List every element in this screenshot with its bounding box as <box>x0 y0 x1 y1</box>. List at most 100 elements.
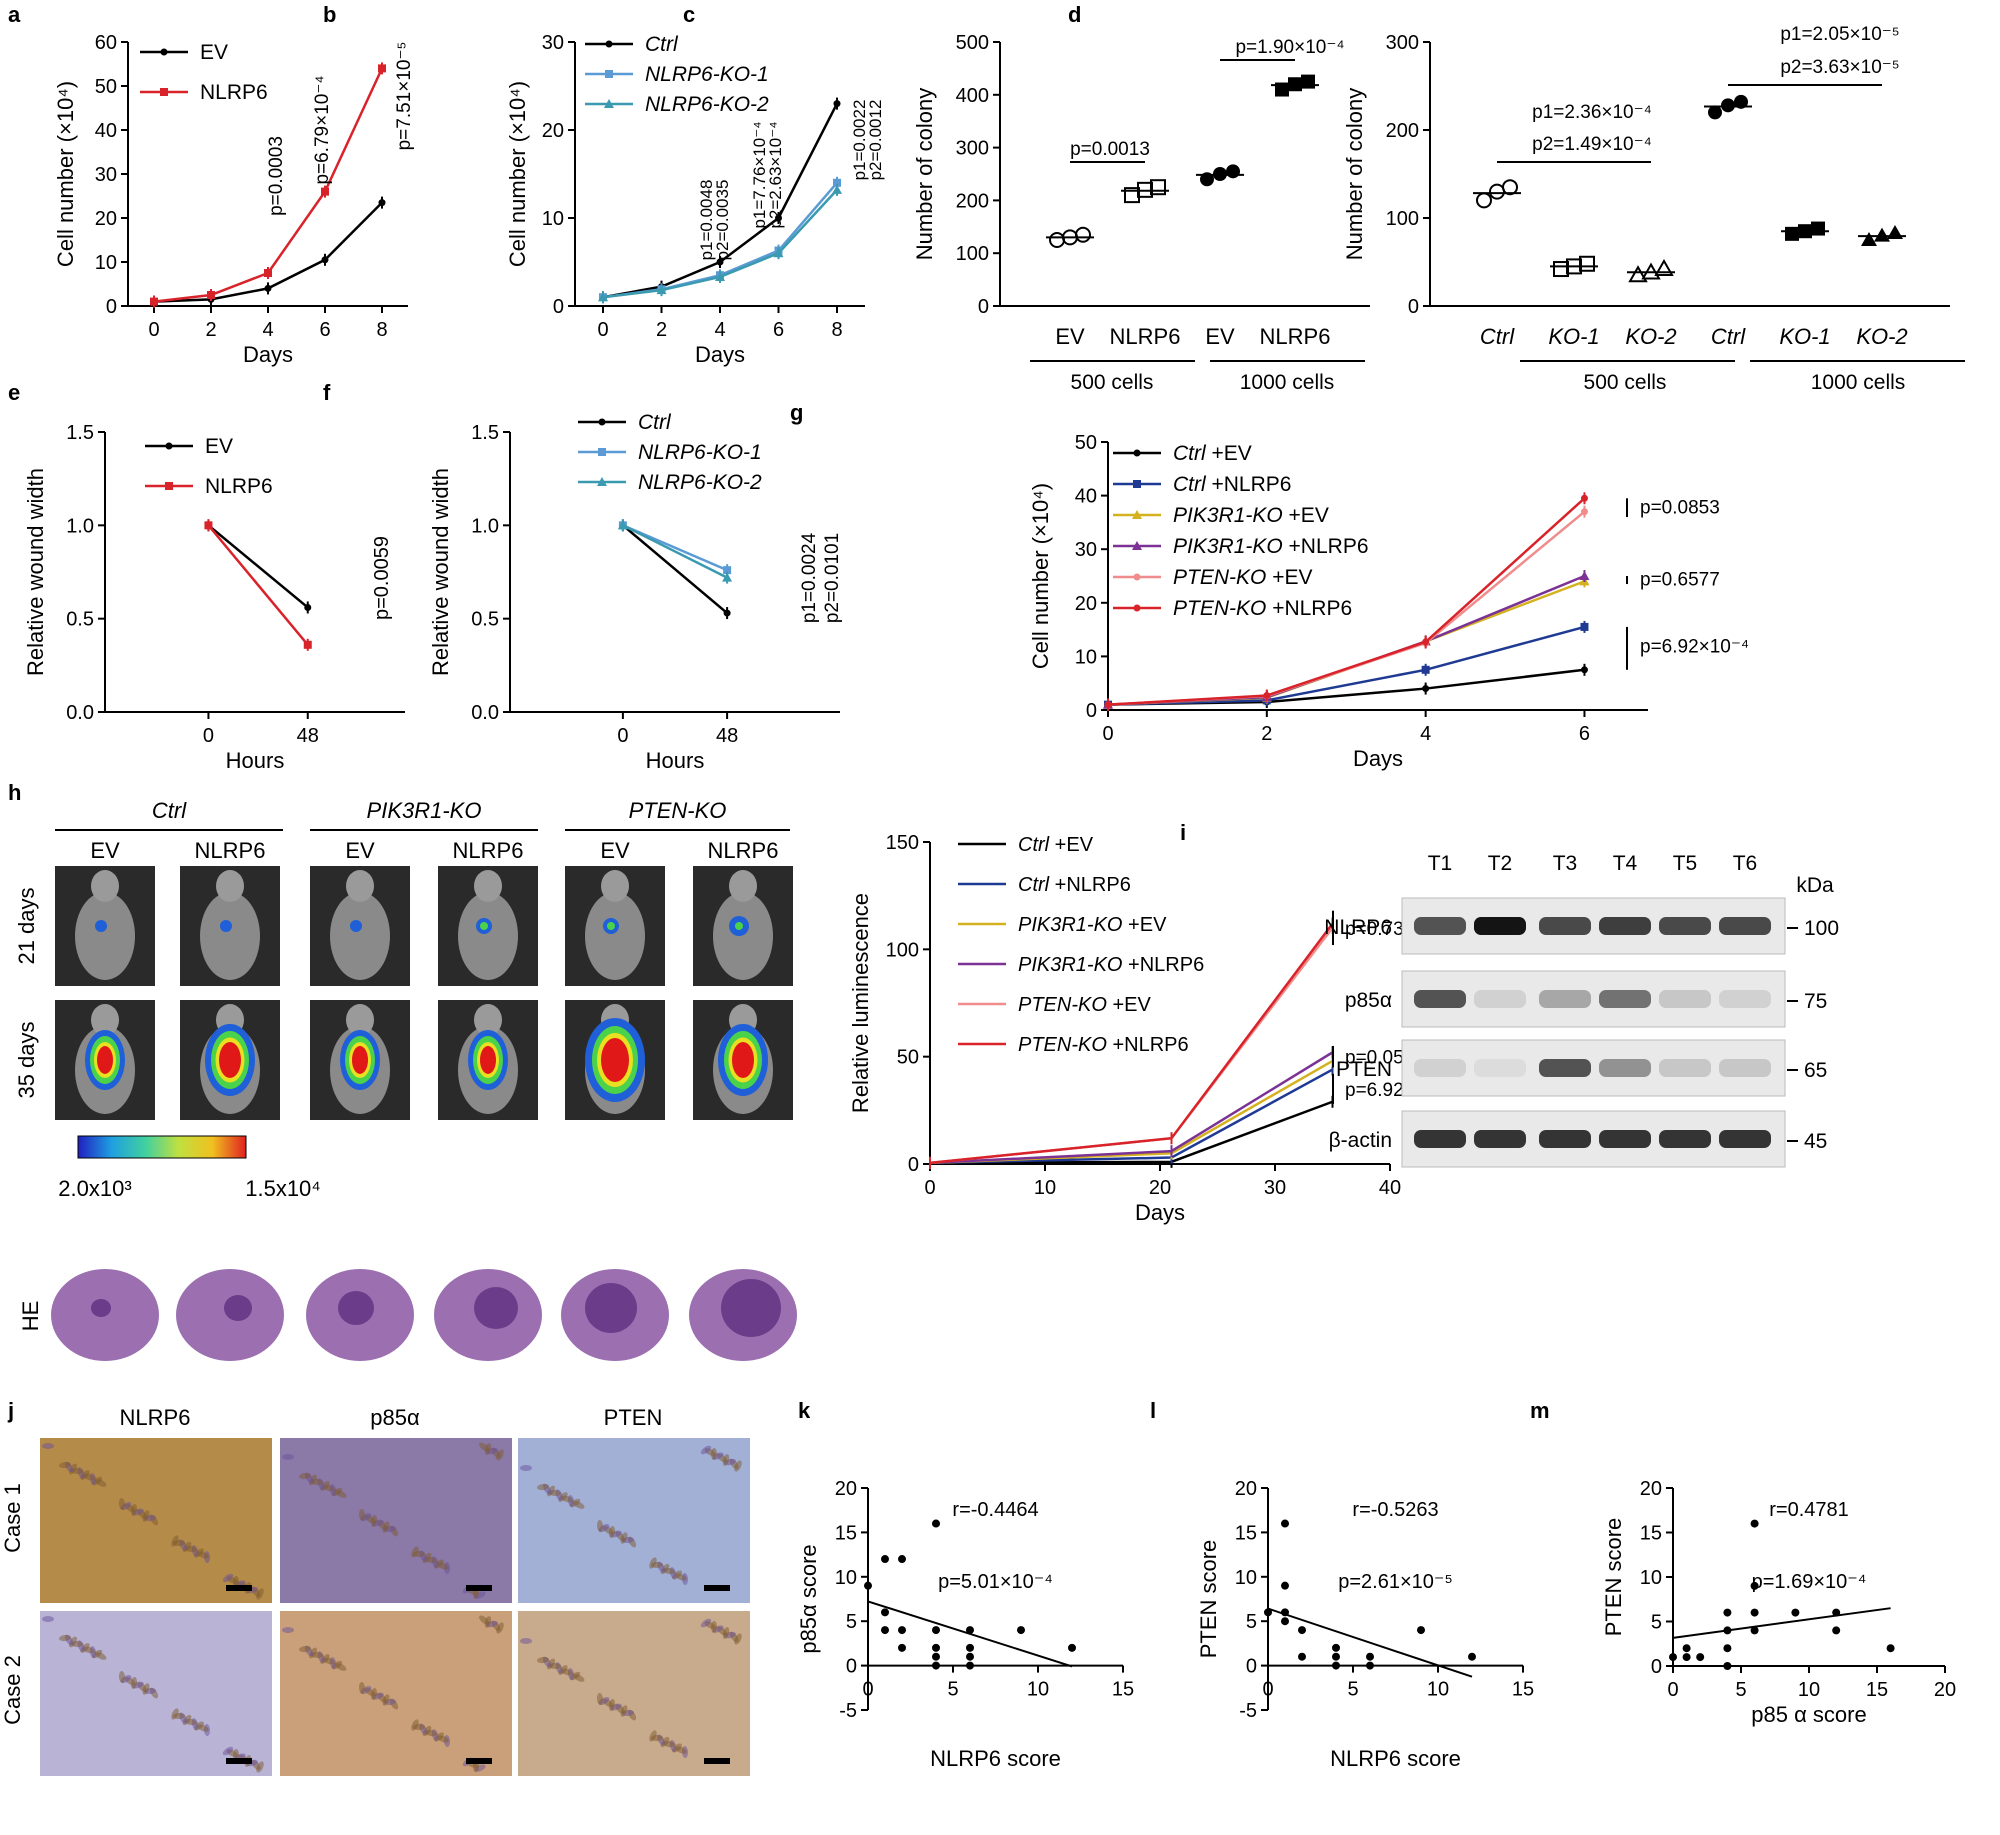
condition-label: EV <box>345 838 375 863</box>
condition-label: EV <box>90 838 120 863</box>
y-tick-label: 1.0 <box>66 515 94 537</box>
lane-label: T6 <box>1733 852 1758 875</box>
data-point <box>1628 265 1648 283</box>
y-tick-label: 100 <box>1386 208 1419 230</box>
y-tick-label: 40 <box>1075 486 1097 508</box>
legend-label: PTEN-KO +EV <box>1173 566 1312 589</box>
signal-spot <box>735 922 743 930</box>
data-point <box>1723 1608 1732 1617</box>
y-tick-label: 200 <box>1386 120 1419 142</box>
protein-band <box>1719 1059 1771 1077</box>
data-point <box>1553 261 1569 278</box>
legend-marker <box>605 40 613 48</box>
data-point <box>1301 74 1315 89</box>
x-tick-label: 6 <box>319 319 330 341</box>
row-label: Case 2 <box>0 1655 25 1725</box>
ihc-image <box>518 1438 750 1603</box>
x-tick-label: 10 <box>1027 1679 1049 1701</box>
cell-nucleus <box>520 1465 532 1471</box>
data-point <box>966 1661 974 1670</box>
scale-bar <box>226 1585 252 1591</box>
group-label: 500 cells <box>1584 371 1667 394</box>
legend-marker <box>160 48 168 56</box>
y-tick-label: 10 <box>835 1567 857 1589</box>
y-tick-label: 10 <box>542 208 564 230</box>
x-tick-label: 5 <box>1347 1679 1358 1701</box>
panel-letter-g: g <box>790 400 803 425</box>
data-point <box>1468 1652 1476 1661</box>
condition-label: NLRP6 <box>708 838 779 863</box>
data-point <box>932 1626 940 1635</box>
series-line-1 <box>1107 625 1585 706</box>
chart-m: 0 5 10 15 20 PTEN score 0 5 10 15 20 p85 α score r=0… <box>1601 1478 1956 1727</box>
data-point <box>1750 1608 1759 1617</box>
group-label: 500 cells <box>1071 371 1154 394</box>
cell-nucleus <box>537 1483 549 1491</box>
signal-spot <box>607 922 615 930</box>
panel-letter-b: b <box>323 2 336 27</box>
y-tick-label: 500 <box>956 32 989 54</box>
data-point <box>722 572 733 582</box>
protein-band <box>1539 1130 1591 1148</box>
data-point <box>1682 1653 1691 1662</box>
legend-label: NLRP6-KO-2 <box>638 471 762 494</box>
x-axis-label: Days <box>1135 1200 1185 1225</box>
cell-nucleus <box>649 1557 657 1569</box>
mouse-head <box>216 870 244 902</box>
legend-marker <box>160 88 168 96</box>
data-point <box>966 1626 974 1635</box>
series-line-5 <box>1107 497 1586 706</box>
p-value: p2=0.0035 <box>713 180 732 261</box>
series-line-0 <box>622 524 728 615</box>
protein-band <box>1599 990 1651 1008</box>
series-line-3 <box>929 1051 1334 1165</box>
x-tick-label: 40 <box>1379 1177 1401 1199</box>
column-label: NLRP6 <box>120 1405 191 1430</box>
column-label: p85α <box>370 1405 420 1430</box>
tumor-region <box>585 1283 637 1333</box>
y-tick-label: 30 <box>1075 539 1097 561</box>
y-axis-label: Cell number (×10⁴) <box>53 81 78 267</box>
data-point <box>207 291 215 299</box>
y-axis-label: Relative wound width <box>23 468 48 676</box>
band-label: NLRP6 <box>1324 916 1392 939</box>
data-point <box>1750 1581 1759 1590</box>
y-tick-label: 50 <box>1075 432 1097 454</box>
data-point <box>1017 1626 1025 1635</box>
protein-band <box>1659 990 1711 1008</box>
data-point <box>1422 685 1430 693</box>
legend-marker <box>1132 541 1142 550</box>
data-point <box>303 640 312 649</box>
cell-nucleus <box>411 1546 419 1558</box>
panel-letter-c: c <box>683 2 695 27</box>
data-point <box>1696 1653 1705 1662</box>
legend-label: NLRP6-KO-1 <box>638 441 762 464</box>
category-label: Ctrl <box>1711 324 1746 349</box>
legend-marker <box>165 442 173 450</box>
data-point <box>1150 179 1166 196</box>
data-point <box>617 520 628 530</box>
p-value: p=0.0003 <box>266 136 287 216</box>
panel-i-blot: T1 T2 T3 T4 T5 T6 kDa NLRP6 100 p85α 75 PTEN 65 β-act… <box>1324 852 1839 1168</box>
mouse-head <box>91 870 119 902</box>
x-tick-label: 8 <box>831 319 842 341</box>
legend-label: PTEN-KO +NLRP6 <box>1018 1034 1189 1056</box>
kda-label: kDa <box>1796 874 1834 897</box>
y-axis-label: PTEN score <box>1601 1518 1626 1637</box>
data-point <box>1734 94 1748 109</box>
y-tick-label: 0.0 <box>471 702 499 724</box>
band-label: β-actin <box>1329 1129 1392 1152</box>
data-point <box>304 603 312 611</box>
p-value: p2=1.49×10⁻⁴ <box>1532 134 1652 155</box>
data-point <box>1580 508 1588 516</box>
marker-label: 65 <box>1804 1059 1827 1082</box>
y-tick-label: 100 <box>956 243 989 265</box>
y-tick-label: 1.5 <box>471 422 499 444</box>
x-tick-label: 20 <box>1149 1177 1171 1199</box>
data-point <box>1723 1662 1732 1670</box>
data-point <box>881 1608 889 1617</box>
y-tick-label: 20 <box>95 208 117 230</box>
y-tick-label: 10 <box>95 252 117 274</box>
p-value: p1=0.0048 <box>697 180 716 261</box>
data-point <box>864 1581 872 1590</box>
